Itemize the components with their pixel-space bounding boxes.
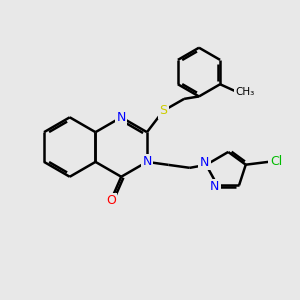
Text: CH₃: CH₃ xyxy=(235,87,254,97)
Text: N: N xyxy=(142,155,152,168)
Text: Cl: Cl xyxy=(270,155,282,168)
Text: S: S xyxy=(159,104,167,117)
Text: O: O xyxy=(106,194,116,207)
Text: N: N xyxy=(200,156,209,169)
Text: N: N xyxy=(116,111,126,124)
Text: N: N xyxy=(210,180,219,193)
